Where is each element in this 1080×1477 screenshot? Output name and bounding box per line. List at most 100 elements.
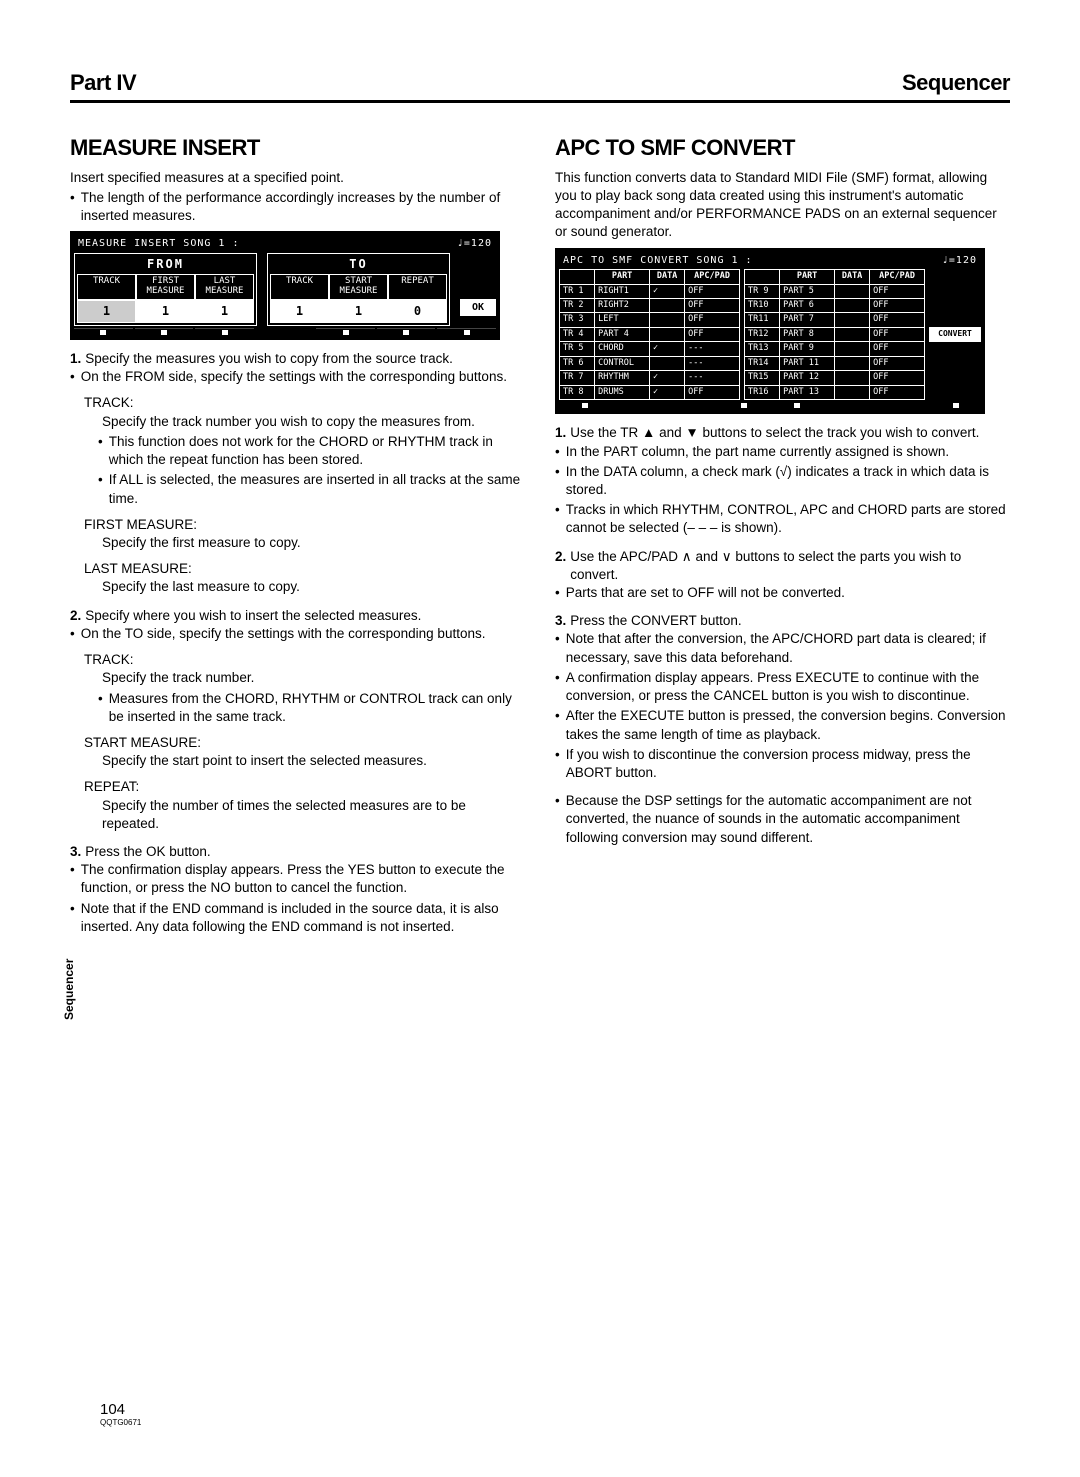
mi-title-text: MEASURE INSERT SONG 1 : — [78, 237, 239, 251]
left-step2: 2.Specify where you wish to insert the s… — [70, 607, 525, 625]
right-step3-b1: Note that after the conversion, the APC/… — [555, 630, 1010, 666]
track-bullet2: If ALL is selected, the measures are ins… — [98, 471, 525, 507]
right-column: APC TO SMF CONVERT This function convert… — [555, 133, 1010, 938]
mi-title-bar: MEASURE INSERT SONG 1 : ♩=120 — [74, 235, 496, 253]
apc-title-bar: APC TO SMF CONVERT SONG 1 : ♩=120 — [559, 252, 981, 270]
track-desc: Specify the track number you wish to cop… — [102, 413, 525, 431]
left-step3: 3.Press the OK button. — [70, 843, 525, 861]
apc-slider[interactable] — [718, 402, 769, 410]
table-row: TR 3LEFTOFF — [560, 313, 740, 327]
table-row: TR 1RIGHT1✓OFF — [560, 284, 740, 298]
measure-insert-intro-bullet: The length of the performance accordingl… — [70, 189, 525, 225]
mi-slider[interactable] — [74, 328, 133, 336]
apc-table-left: PART DATA APC/PAD TR 1RIGHT1✓OFFTR 2RIGH… — [559, 269, 740, 400]
mi-from-v1[interactable]: 1 — [136, 300, 195, 323]
apc-title-text: APC TO SMF CONVERT SONG 1 : — [563, 254, 753, 268]
right-step2-b1: Parts that are set to OFF will not be co… — [555, 584, 1010, 602]
track2-label: TRACK: — [84, 651, 525, 669]
apc-slider[interactable] — [930, 402, 981, 410]
apc-sliders — [559, 402, 981, 410]
mi-from-h0: TRACK — [77, 274, 136, 300]
right-step3: 3.Press the CONVERT button. — [555, 612, 1010, 630]
table-row: TR15PART 12OFF — [745, 371, 925, 385]
mi-sliders — [74, 328, 496, 336]
left-step2-bullet: On the TO side, specify the settings wit… — [70, 625, 525, 643]
table-row: TR10PART 6OFF — [745, 299, 925, 313]
start-measure-desc: Specify the start point to insert the se… — [102, 752, 525, 770]
table-row: TR 4PART 4OFF — [560, 327, 740, 341]
table-row: TR16PART 13OFF — [745, 385, 925, 399]
track-bullet1: This function does not work for the CHOR… — [98, 433, 525, 469]
table-row: TR 6CONTROL--- — [560, 356, 740, 370]
right-step3-b5: Because the DSP settings for the automat… — [555, 792, 1010, 847]
header-left: Part IV — [70, 70, 136, 96]
section-title-measure-insert: MEASURE INSERT — [70, 133, 525, 163]
apc-table-right: PART DATA APC/PAD TR 9PART 5OFFTR10PART … — [744, 269, 925, 400]
mi-from-label: FROM — [77, 256, 254, 272]
left-step1-bullet: On the FROM side, specify the settings w… — [70, 368, 525, 386]
table-row: TR 9PART 5OFF — [745, 284, 925, 298]
right-step3-b4: If you wish to discontinue the conversio… — [555, 746, 1010, 782]
mi-to-v0[interactable]: 1 — [270, 300, 329, 323]
apc-convert-wrap: CONVERT — [929, 269, 981, 400]
table-row: TR 5CHORD✓--- — [560, 342, 740, 356]
apc-screen: APC TO SMF CONVERT SONG 1 : ♩=120 PART D… — [555, 248, 985, 415]
repeat-label: REPEAT: — [84, 778, 525, 796]
mi-tempo: ♩=120 — [457, 237, 492, 251]
table-row: TR11PART 7OFF — [745, 313, 925, 327]
apc-slider[interactable] — [771, 402, 822, 410]
mi-from-h1: FIRST MEASURE — [136, 274, 195, 300]
mi-to-v1[interactable]: 1 — [329, 300, 388, 323]
mi-ok-wrap: OK — [460, 253, 496, 326]
mi-to-v2[interactable]: 0 — [388, 300, 447, 323]
mi-to-h0: TRACK — [270, 274, 329, 300]
mi-slider[interactable] — [195, 328, 254, 336]
page-number: 104 — [100, 1401, 141, 1418]
table-row: TR 8DRUMS✓OFF — [560, 385, 740, 399]
ok-button[interactable]: OK — [460, 299, 496, 317]
page-footer: 104 QQTG0671 — [100, 1401, 141, 1427]
table-row: TR 7RHYTHM✓--- — [560, 371, 740, 385]
mi-to-panel: TO TRACK START MEASURE REPEAT 1 1 0 — [267, 253, 450, 326]
section-title-apc: APC TO SMF CONVERT — [555, 133, 1010, 163]
side-tab: Sequencer — [62, 959, 76, 1020]
mi-slider[interactable] — [437, 328, 496, 336]
mi-slider[interactable] — [377, 328, 436, 336]
mi-from-v2[interactable]: 1 — [195, 300, 254, 323]
table-row: TR13PART 9OFF — [745, 342, 925, 356]
mi-to-h2: REPEAT — [388, 274, 447, 300]
right-step1-b3: Tracks in which RHYTHM, CONTROL, APC and… — [555, 501, 1010, 537]
mi-to-h1: START MEASURE — [329, 274, 388, 300]
right-step1: 1.Use the TR ▲ and ▼ buttons to select t… — [555, 424, 1010, 442]
page-header: Part IV Sequencer — [70, 70, 1010, 103]
apc-intro: This function converts data to Standard … — [555, 169, 1010, 242]
mi-from-h2: LAST MEASURE — [195, 274, 254, 300]
apc-slider[interactable] — [559, 402, 610, 410]
start-measure-label: START MEASURE: — [84, 734, 525, 752]
mi-from-panel: FROM TRACK FIRST MEASURE LAST MEASURE 1 … — [74, 253, 257, 326]
last-measure-desc: Specify the last measure to copy. — [102, 578, 525, 596]
first-measure-label: FIRST MEASURE: — [84, 516, 525, 534]
measure-insert-intro: Insert specified measures at a specified… — [70, 169, 525, 187]
right-step3-b2: A confirmation display appears. Press EX… — [555, 669, 1010, 705]
left-column: MEASURE INSERT Insert specified measures… — [70, 133, 525, 938]
table-row: TR12PART 8OFF — [745, 327, 925, 341]
repeat-desc: Specify the number of times the selected… — [102, 797, 525, 833]
track2-desc: Specify the track number. — [102, 669, 525, 687]
mi-slider[interactable] — [316, 328, 375, 336]
right-step1-b1: In the PART column, the part name curren… — [555, 443, 1010, 461]
left-step3-bullet1: The confirmation display appears. Press … — [70, 861, 525, 897]
left-step1: 1.Specify the measures you wish to copy … — [70, 350, 525, 368]
left-step3-bullet2: Note that if the END command is included… — [70, 900, 525, 936]
right-step3-b3: After the EXECUTE button is pressed, the… — [555, 707, 1010, 743]
convert-button[interactable]: CONVERT — [929, 327, 981, 342]
mi-from-v0[interactable]: 1 — [77, 300, 136, 323]
track2-bullet1: Measures from the CHORD, RHYTHM or CONTR… — [98, 690, 525, 726]
header-right: Sequencer — [902, 70, 1010, 96]
mi-slider[interactable] — [135, 328, 194, 336]
doc-code: QQTG0671 — [100, 1418, 141, 1427]
table-row: TR14PART 11OFF — [745, 356, 925, 370]
mi-to-label: TO — [270, 256, 447, 272]
measure-insert-screen: MEASURE INSERT SONG 1 : ♩=120 FROM TRACK… — [70, 231, 500, 340]
track-label: TRACK: — [84, 394, 525, 412]
